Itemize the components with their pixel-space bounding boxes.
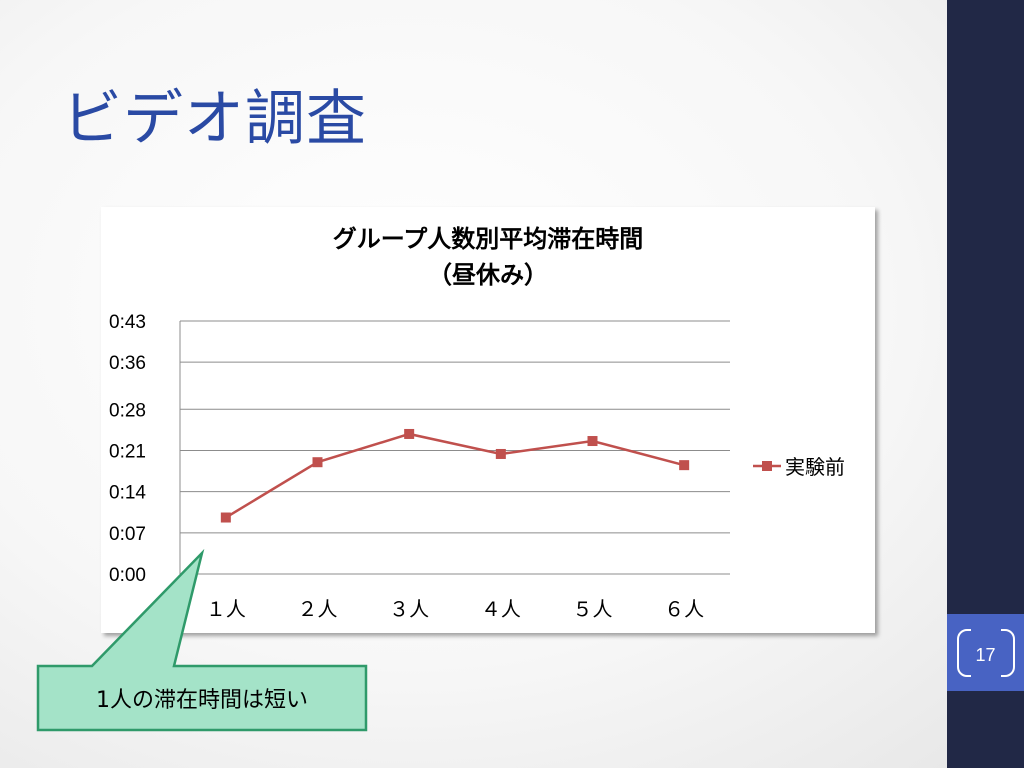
x-tick-label: １人 <box>206 597 246 621</box>
slide-title: ビデオ調査 <box>62 84 367 154</box>
x-tick-labels: １人 ２人 ３人 ４人 ５人 ６人 <box>206 597 704 621</box>
data-point-marker <box>312 457 323 468</box>
slide-number: 17 <box>975 645 996 665</box>
data-point-marker <box>495 448 506 459</box>
y-tick-label: 0:07 <box>109 524 146 545</box>
y-tick-label: 0:28 <box>109 400 146 421</box>
data-point-marker <box>679 460 690 471</box>
gridlines <box>180 320 730 575</box>
y-tick-label: 0:36 <box>109 353 146 374</box>
chart-card: グループ人数別平均滞在時間 （昼休み） 0:00 0:07 0:14 0:21 0:28… <box>101 207 875 633</box>
callout-text: 1人の滞在時間は短い <box>96 688 308 713</box>
chart-title: グループ人数別平均滞在時間 <box>333 225 644 253</box>
x-tick-label: ２人 <box>298 597 338 621</box>
slide-number-box: 17 <box>947 614 1024 691</box>
x-tick-label: ３人 <box>389 597 429 621</box>
data-point-marker <box>404 428 415 439</box>
x-tick-label: ５人 <box>573 597 613 621</box>
y-tick-labels: 0:00 0:07 0:14 0:21 0:28 0:36 0:43 <box>109 312 146 586</box>
x-tick-label: ４人 <box>481 597 521 621</box>
series-line <box>225 432 685 519</box>
x-tick-label: ６人 <box>664 597 704 621</box>
y-tick-label: 0:21 <box>109 441 146 462</box>
y-tick-label: 0:14 <box>109 483 146 504</box>
series-layer <box>220 428 690 523</box>
legend: 実験前 <box>753 455 845 479</box>
data-point-marker <box>220 512 231 523</box>
data-point-marker <box>587 436 598 447</box>
y-tick-label: 0:00 <box>109 565 146 586</box>
y-tick-label: 0:43 <box>109 312 146 333</box>
legend-label: 実験前 <box>785 455 845 479</box>
chart-subtitle: （昼休み） <box>428 261 548 289</box>
slide-number-frame <box>957 629 1015 677</box>
legend-marker <box>762 461 772 471</box>
line-chart: グループ人数別平均滞在時間 （昼休み） 0:00 0:07 0:14 0:21 0:28… <box>109 225 845 621</box>
